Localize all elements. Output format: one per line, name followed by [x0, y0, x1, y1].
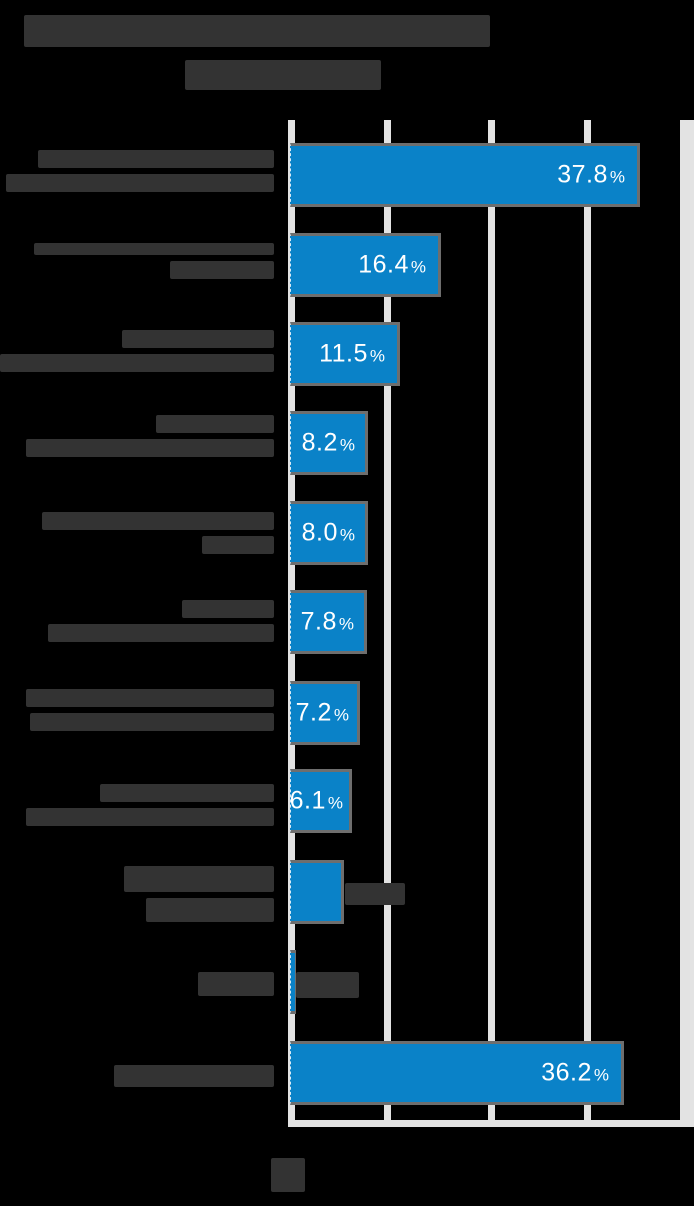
category-label: [redacted]	[198, 972, 274, 996]
category-label-line: [redacted]	[6, 174, 274, 192]
bar-value-unit: %	[339, 435, 355, 455]
bar-value-number: 11.5	[319, 339, 368, 368]
bar-value-unit: %	[410, 257, 426, 277]
category-label-line: [redacted]	[122, 330, 274, 348]
category-label: [redacted] [redacted]	[26, 415, 274, 457]
bar	[290, 950, 296, 1014]
category-label-line: [redacted]	[202, 536, 274, 554]
category-label: [redacted] [redacted]	[48, 600, 274, 642]
category-label-line: [redacted]	[26, 689, 274, 707]
category-label: [redacted] [redacted]	[0, 330, 274, 372]
bar-value-unit: %	[333, 705, 349, 725]
category-label-line: [redacted]	[26, 808, 274, 826]
bar	[290, 860, 344, 924]
bar-value-label: 37.8 %	[557, 161, 625, 190]
bar-value-number: 16.4	[358, 250, 409, 279]
bar-value-label-outside: [redacted]	[345, 883, 405, 905]
bar-value-unit: %	[327, 793, 343, 813]
category-label: [redacted] [redacted]	[26, 784, 274, 826]
bar: 37.8 %	[290, 143, 640, 207]
category-label-line: [redacted]	[48, 624, 274, 642]
bar: 8.2 %	[290, 411, 368, 475]
bar-value-label: 11.5 %	[319, 340, 385, 369]
bar-value-unit: %	[338, 614, 354, 634]
category-label-line: [redacted]	[114, 1065, 274, 1087]
x-axis-line	[288, 1120, 694, 1127]
category-label-line: [redacted]	[26, 439, 274, 457]
plot-border-right	[680, 120, 694, 1127]
bar-value-label: 6.1 %	[290, 787, 343, 816]
bar-value-label-outside: [redacted]	[296, 972, 359, 998]
category-label: [redacted] [redacted]	[34, 243, 274, 279]
bar-value-label: 8.0 %	[302, 519, 355, 548]
bar: 36.2 %	[290, 1041, 624, 1105]
category-label: [redacted] [redacted]	[42, 512, 274, 554]
bar-value-number: 7.2	[295, 698, 332, 727]
category-label-line: [redacted]	[124, 866, 274, 892]
bar-value-number: 8.0	[301, 518, 338, 547]
category-label: [redacted]	[114, 1065, 274, 1087]
category-label-line: [redacted]	[146, 898, 274, 922]
category-label-line: [redacted]	[182, 600, 274, 618]
footer-note: [redacted]	[271, 1158, 305, 1192]
chart-title-line-2: [redacted title text line 2]	[185, 60, 381, 90]
bar-value-label: 8.2 %	[302, 429, 355, 458]
bar: 8.0 %	[290, 501, 368, 565]
category-label: [redacted] [redacted]	[124, 866, 274, 922]
chart-title-line-1: [redacted title text line 1]	[24, 15, 490, 47]
bar: 7.8 %	[290, 590, 367, 654]
bar-value-number: 37.8	[557, 160, 608, 189]
bar-value-label: 7.8 %	[301, 608, 354, 637]
bar-value-unit: %	[609, 167, 625, 187]
bar: 7.2 %	[290, 681, 360, 745]
bar-value-unit: %	[593, 1065, 609, 1085]
bar: 16.4 %	[290, 233, 441, 297]
bar: 6.1 %	[290, 769, 352, 833]
category-label-line: [redacted]	[42, 512, 274, 530]
bar-value-label: 7.2 %	[296, 699, 349, 728]
category-label-line: [redacted]	[170, 261, 274, 279]
bar-value-unit: %	[369, 346, 385, 366]
category-label: [redacted] [redacted]	[26, 689, 274, 731]
bar-value-label: 16.4 %	[358, 251, 426, 280]
category-label-line: [redacted]	[34, 243, 274, 255]
bar-value-number: 6.1	[289, 786, 326, 815]
gridline	[488, 120, 495, 1125]
category-label-line: [redacted]	[100, 784, 274, 802]
category-label: [redacted] [redacted]	[6, 150, 274, 192]
category-label-line: [redacted]	[156, 415, 274, 433]
gridline	[584, 120, 591, 1125]
bar-value-number: 8.2	[301, 428, 338, 457]
category-label-line: [redacted]	[0, 354, 274, 372]
category-label-line: [redacted]	[38, 150, 274, 168]
bar: 11.5 %	[290, 322, 400, 386]
bar-value-label: 36.2 %	[541, 1059, 609, 1088]
category-label-line: [redacted]	[30, 713, 274, 731]
category-label-line: [redacted]	[198, 972, 274, 996]
bar-value-number: 36.2	[541, 1058, 592, 1087]
bar-value-number: 7.8	[300, 607, 337, 636]
gridline	[384, 120, 391, 1125]
bar-value-unit: %	[339, 525, 355, 545]
